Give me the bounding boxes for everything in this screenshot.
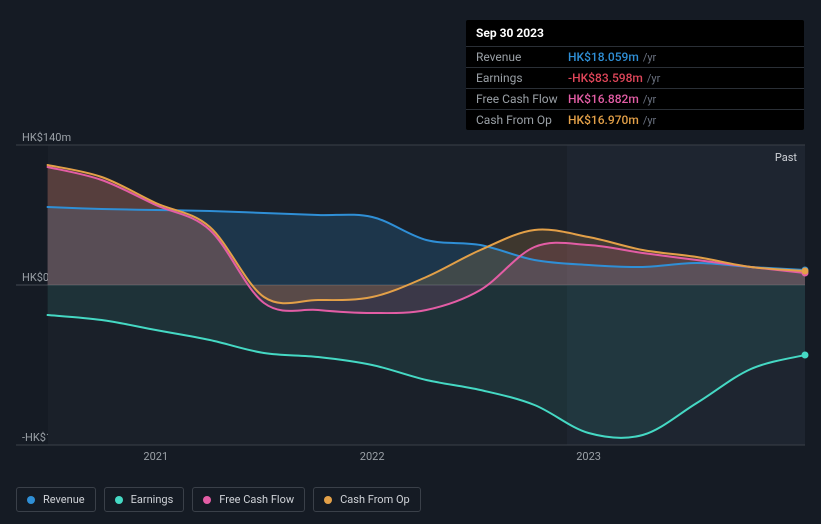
tooltip-suffix: /yr [643,93,656,106]
x-axis-label: 2023 [576,450,601,463]
legend-dot-icon [324,496,332,504]
tooltip-metric-value: HK$16.882m [568,92,639,106]
tooltip-metric-value: HK$18.059m [568,50,639,64]
legend-label: Revenue [43,493,85,506]
x-axis-label: 2022 [360,450,385,463]
legend-dot-icon [203,496,211,504]
legend-item[interactable]: Revenue [16,487,96,512]
chart-container: HK$140mHK$0-HK$160m Past [16,125,805,450]
x-axis-label: 2021 [143,450,168,463]
legend-label: Free Cash Flow [219,493,294,506]
tooltip-suffix: /yr [643,51,656,64]
data-tooltip: Sep 30 2023 RevenueHK$18.059m/yrEarnings… [466,20,804,130]
legend-dot-icon [27,496,35,504]
tooltip-metric-value: -HK$83.598m [568,71,643,85]
tooltip-metric-label: Revenue [476,50,568,64]
tooltip-suffix: /yr [647,72,660,85]
tooltip-row: RevenueHK$18.059m/yr [466,46,804,67]
legend-dot-icon [115,496,123,504]
tooltip-row: Earnings-HK$83.598m/yr [466,67,804,88]
legend-item[interactable]: Free Cash Flow [192,487,305,512]
series-end-dot [802,268,809,275]
legend-item[interactable]: Cash From Op [313,487,421,512]
series-end-dot [802,352,809,359]
tooltip-metric-label: Earnings [476,71,568,85]
legend-label: Cash From Op [340,493,410,506]
tooltip-metric-label: Free Cash Flow [476,92,568,106]
legend: Revenue Earnings Free Cash Flow Cash From O… [16,487,421,512]
tooltip-date: Sep 30 2023 [466,20,804,46]
legend-label: Earnings [131,493,174,506]
chart-svg[interactable] [16,125,805,450]
legend-item[interactable]: Earnings [104,487,185,512]
tooltip-row: Free Cash FlowHK$16.882m/yr [466,88,804,109]
